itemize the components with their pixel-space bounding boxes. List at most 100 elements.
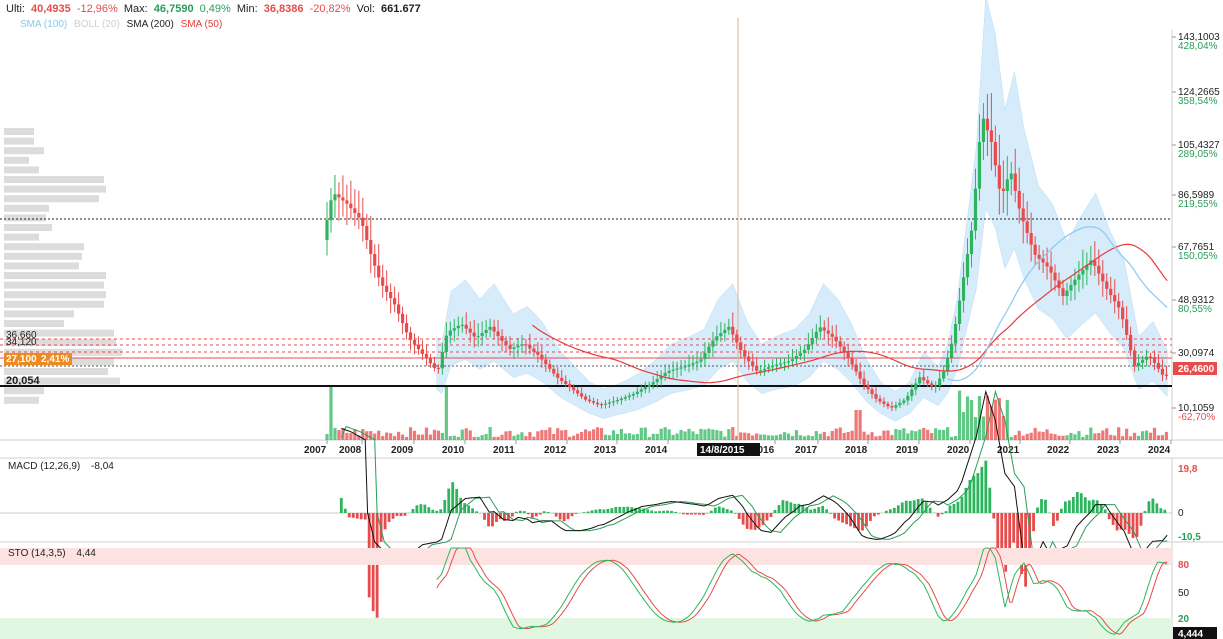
volume-bar (850, 430, 854, 440)
macd-histogram-bar (503, 513, 506, 521)
volume-bar (802, 436, 807, 440)
volume-bar (981, 416, 986, 440)
macd-histogram-bar (682, 513, 685, 515)
volume-bar (997, 398, 1001, 440)
candle-body (623, 397, 627, 399)
volume-bar (862, 431, 866, 440)
macd-histogram-bar (463, 503, 467, 513)
candle-body (464, 324, 468, 329)
candle-body (1152, 357, 1157, 363)
macd-histogram-bar (1139, 513, 1143, 526)
volume-bar (428, 434, 433, 440)
volume-bar (1077, 431, 1081, 440)
volume-bar (687, 428, 691, 440)
legend-sma50[interactable]: SMA (50) (180, 19, 223, 30)
volume-bar (1049, 433, 1053, 440)
macd-line (341, 389, 1168, 561)
sto-legend[interactable]: STO (14,3,5) 4,44 (8, 548, 96, 559)
volume-bar (337, 430, 341, 440)
candle-body (341, 197, 345, 201)
sto-current-badge (1173, 627, 1217, 639)
candle-body (747, 356, 751, 362)
candle-body (695, 361, 699, 364)
candle-body (381, 277, 385, 286)
candle-body (934, 385, 938, 387)
volume-bar (611, 430, 616, 440)
macd-histogram-bar (952, 504, 956, 513)
candle-body (1164, 374, 1169, 376)
macd-series (339, 389, 1168, 618)
price-tick-label: 124,2665 (1178, 87, 1220, 98)
candle-body (436, 367, 440, 369)
candle-body (981, 118, 986, 142)
macd-histogram-bar (642, 508, 646, 513)
macd-histogram-bar (1004, 513, 1008, 572)
legend-sma100[interactable]: SMA (100) (20, 19, 68, 30)
macd-title: MACD (12,26,9) (8, 461, 81, 472)
candle-body (397, 304, 401, 314)
macd-histogram-bar (491, 513, 494, 527)
macd-histogram-bar (558, 513, 562, 520)
candle-body (1017, 191, 1021, 209)
volume-bar (408, 427, 413, 440)
candle-body (699, 359, 703, 362)
macd-histogram-bar (797, 503, 801, 513)
candle-body (1156, 362, 1161, 369)
volume-bar (651, 433, 655, 440)
candle-body (508, 345, 512, 349)
volume-profile-bar (4, 137, 34, 145)
volume-bar (516, 434, 520, 440)
legend-sma200[interactable]: SMA (200) (126, 19, 174, 30)
candle-body (691, 363, 695, 365)
volume-profile-bar (4, 195, 99, 203)
macd-histogram-bar (825, 509, 829, 513)
macd-histogram-bar (1087, 500, 1091, 513)
volume-bar (548, 427, 552, 440)
macd-histogram-bar (940, 513, 944, 515)
candle-body (603, 403, 608, 405)
candle-body (587, 399, 592, 402)
price-tick-pct: 289,05% (1178, 149, 1218, 160)
macd-histogram-bar (347, 513, 351, 518)
macd-histogram-bar (1008, 513, 1012, 560)
candle-body (989, 130, 993, 142)
macd-histogram-bar (757, 513, 761, 528)
candle-body (576, 390, 580, 394)
candle-body (997, 165, 1001, 189)
candle-body (790, 359, 795, 362)
level-badge-27 (4, 353, 72, 365)
candle-body (822, 327, 826, 331)
volume-bar (969, 400, 974, 440)
candle-body (1085, 265, 1089, 270)
macd-legend[interactable]: MACD (12,26,9) -8,04 (8, 461, 114, 472)
time-tick-label: 2013 (594, 445, 617, 456)
candle-body (870, 389, 874, 394)
candle-body (1041, 258, 1045, 263)
volume-bar (484, 434, 488, 440)
macd-axis-zero: 0 (1178, 508, 1184, 519)
macd-histogram-bar (817, 507, 821, 513)
macd-histogram-bar (948, 505, 952, 513)
legend-boll[interactable]: BOLL (20) (74, 19, 120, 30)
volume-bar (715, 430, 719, 440)
macd-histogram-bar (853, 513, 856, 529)
macd-histogram-bar (900, 502, 904, 513)
time-tick-label: 2017 (795, 445, 818, 456)
candle-body (1033, 244, 1037, 255)
volume-profile (4, 128, 122, 404)
candle-body (671, 369, 675, 371)
volume-bar (556, 428, 560, 440)
time-tick-label: 2021 (997, 445, 1020, 456)
volume-bar (1089, 427, 1093, 440)
sma100-line (947, 226, 1168, 382)
candle-body (1013, 173, 1017, 191)
macd-histogram-bar (697, 513, 701, 515)
volume-bar (1117, 427, 1121, 440)
candle-body (906, 395, 910, 401)
candle-body (973, 188, 978, 231)
bollinger-band (436, 0, 1168, 422)
volume-profile-bar (4, 262, 79, 270)
candle-body (572, 387, 576, 391)
volume-profile-bar (4, 233, 39, 241)
